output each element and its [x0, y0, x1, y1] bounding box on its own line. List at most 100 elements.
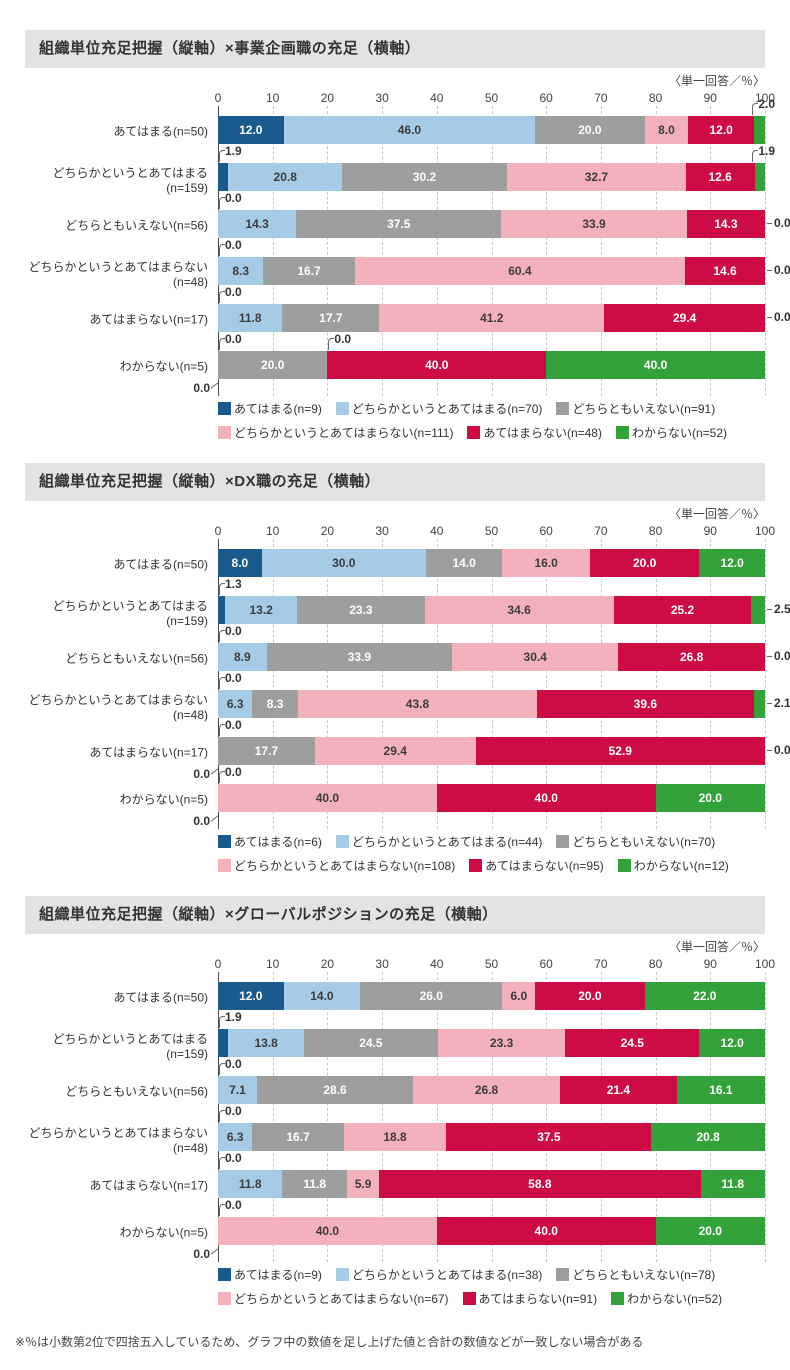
segment-value: 46.0 [397, 123, 422, 137]
legend-label: どちらかというとあてはまる(n=44) [351, 834, 543, 849]
bar-segment-どちらかというとあてはまる: 8.3 [218, 257, 264, 285]
bar-track: 8.9 33.9 30.4 26.8 [218, 643, 765, 671]
value-callout: 0.0 [219, 624, 242, 642]
segment-value: 33.9 [582, 217, 606, 231]
value-callout: 0.0 [219, 718, 242, 736]
legend-swatch-icon [615, 425, 629, 439]
segment-value: 12.0 [720, 1036, 744, 1050]
segment-value: 8.3 [232, 264, 250, 278]
bar-segment-どちらかというとあてはまらない: 18.8 [343, 1123, 447, 1151]
value-callout: 0.0 [219, 191, 242, 209]
chart-body: 0 10 20 30 40 50 60 70 80 90 100 あてはまる(n=50) 8.0 30.0… [28, 524, 790, 874]
x-tick-label: 20 [320, 91, 335, 105]
x-tick-label: 100 [754, 957, 776, 971]
gridline [600, 106, 602, 396]
x-tick-label: 90 [703, 957, 717, 971]
bar-segment-どちらかというとあてはまる: 6.3 [218, 1123, 253, 1151]
segment-value: 29.4 [672, 311, 697, 325]
bar-row: どちらともいえない(n=56) 14.3 37.5 33.9 14.3 0.0 0.0 [65, 191, 790, 247]
chart-section-3: 組織単位充足把握（縦軸）×グローバルポジションの充足（横軸） 〈単一回答／％〉 0 1… [25, 896, 775, 1307]
bar-segment-どちらかというとあてはまらない: 29.4 [314, 737, 476, 765]
bar-track: 12.0 14.0 26.0 6.0 20.0 22.0 [218, 982, 765, 1010]
gridline [600, 539, 602, 829]
legend-swatch-icon [556, 1267, 570, 1281]
legend-swatch-icon [556, 401, 570, 415]
bar-segment-どちらかというとあてはまらない: 33.9 [501, 210, 687, 238]
segment-value: 43.8 [405, 697, 430, 711]
gridline [382, 539, 384, 829]
x-tick-label: 50 [484, 524, 499, 538]
bar-segment-どちらかというとあてはまらない: 60.4 [354, 257, 686, 285]
value-callout: 0.0 [767, 743, 790, 757]
legend-label: どちらかというとあてはまる(n=38) [351, 1267, 543, 1282]
bar-segment-わからない [754, 116, 765, 144]
x-axis-ticks: 0 10 20 30 40 50 60 70 80 90 100 [215, 91, 775, 106]
bar-segment-どちらかというとあてはまらない: 5.9 [346, 1170, 380, 1198]
row-label-line: どちらかというとあてはまる [52, 598, 208, 613]
bar-segment-どちらかというとあてはまらない: 40.0 [218, 1217, 437, 1245]
bar-segment-あてはまらない: 14.3 [686, 210, 765, 238]
value-callout: 0.0 [767, 216, 790, 230]
bar-segment-どちらかというとあてはまる: 14.0 [283, 982, 361, 1010]
bar-segment-あてはまらない: 25.2 [613, 596, 752, 624]
value-callout: 0.0 [219, 285, 242, 303]
bar-row: あてはまらない(n=17) 11.8 11.8 5.9 58.8 11.8 0.0 [89, 1151, 765, 1207]
bar-row: どちらかというとあてはまらない (n=48) 6.3 16.7 18.8 37.5 20.8… [28, 1104, 765, 1160]
legend-label: あてはまらない(n=91) [478, 1291, 598, 1306]
value-callout: 0.0 [219, 1198, 242, 1216]
row-label-line: (n=159) [166, 613, 208, 628]
gridline [382, 106, 384, 396]
segment-value: 7.1 [229, 1083, 246, 1097]
legend-label: わからない(n=12) [633, 858, 729, 873]
gridline [491, 106, 493, 396]
row-label-line: あてはまらない(n=17) [89, 1178, 208, 1193]
segment-value: 18.8 [383, 1130, 407, 1144]
segment-value: 21.4 [606, 1083, 631, 1097]
segment-value: 25.2 [670, 603, 695, 617]
segment-value: 11.8 [238, 311, 262, 325]
segment-value: 34.6 [507, 603, 531, 617]
value-callout: 1.9 [219, 144, 242, 162]
bar-row: わからない(n=5) 40.0 40.0 20.0 0.0 0.0 [120, 1198, 765, 1261]
unit-note: 〈単一回答／％〉 [668, 507, 765, 521]
row-label-line: (n=48) [172, 1140, 208, 1155]
bar-segment-どちらともいえない: 30.2 [342, 163, 508, 191]
bar-segment-わからない: 20.8 [651, 1123, 765, 1151]
x-tick-label: 80 [648, 524, 663, 538]
value-callout: 0.0 [328, 332, 352, 350]
value-callout: 0.0 [219, 238, 242, 256]
bar-segment-どちらかというとあてはまらない: 30.4 [452, 643, 619, 671]
row-label: わからない(n=5) [25, 792, 208, 807]
value-callout: 0.0 [767, 263, 790, 277]
charts-container: 組織単位充足把握（縦軸）×事業企画職の充足（横軸） 〈単一回答／％〉 0 10 20 30… [0, 0, 790, 1307]
x-axis-ticks: 0 10 20 30 40 50 60 70 80 90 100 [215, 524, 775, 539]
x-tick-label: 40 [430, 524, 444, 538]
bar-segment-あてはまらない: 29.4 [604, 304, 765, 332]
segment-value: 40.0 [534, 1224, 558, 1238]
row-label: どちらかというとあてはまる (n=159) [25, 166, 208, 196]
bar-segment-あてはまらない: 40.0 [327, 351, 547, 379]
row-label-line: どちらかというとあてはまらない [28, 692, 208, 707]
x-tick-label: 50 [484, 957, 499, 971]
bar-segment-どちらともいえない: 14.0 [425, 549, 503, 577]
row-label-line: わからない(n=5) [119, 792, 208, 807]
segment-value: 40.0 [315, 791, 340, 805]
segment-value: 60.4 [508, 264, 532, 278]
bar-row: わからない(n=5) 40.0 40.0 20.0 0.0 0.0 [120, 765, 765, 828]
gridline [436, 972, 438, 1262]
bar-segment-どちらともいえない: 17.7 [218, 737, 315, 765]
bar-segment-どちらともいえない: 33.9 [266, 643, 453, 671]
bar-track: 14.3 37.5 33.9 14.3 [218, 210, 765, 238]
legend-label: あてはまらない(n=48) [483, 425, 602, 440]
x-tick-label: 90 [703, 524, 717, 538]
x-tick-label: 40 [430, 957, 444, 971]
bar-row: あてはまる(n=50) 12.0 14.0 26.0 6.0 20.0 22.0 [113, 972, 765, 1019]
legend-label: あてはまる(n=6) [234, 834, 322, 849]
bar-segment-どちらともいえない: 16.7 [252, 1123, 344, 1151]
gridline [710, 972, 712, 1262]
legend-item: あてはまらない(n=48) [467, 424, 602, 441]
bar-segment-どちらかというとあてはまらない: 16.0 [502, 549, 590, 577]
row-label: あてはまらない(n=17) [25, 312, 208, 327]
gridline [491, 539, 493, 829]
legend-line: あてはまる(n=6) どちらかというとあてはまる(n=44) どちらともいえない(n… [218, 832, 765, 850]
